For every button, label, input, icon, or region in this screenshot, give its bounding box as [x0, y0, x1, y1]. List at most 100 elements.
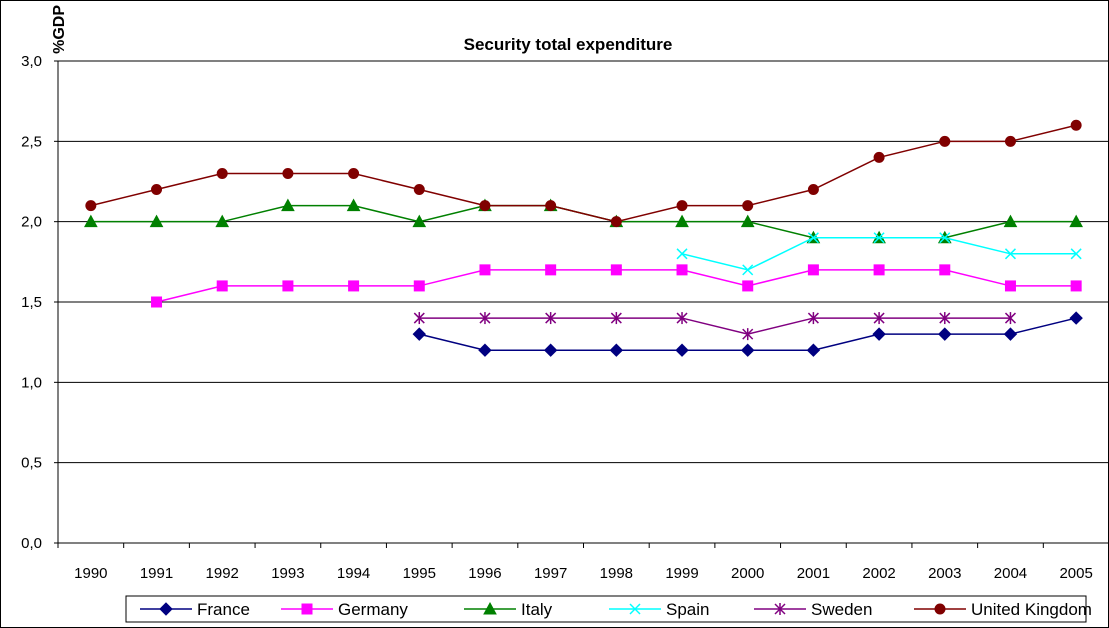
data-point-germany — [545, 264, 557, 276]
x-tick-label: 2000 — [731, 565, 764, 582]
x-tick-label: 2005 — [1059, 565, 1092, 582]
data-point-france — [412, 327, 426, 341]
axes — [54, 60, 1109, 548]
x-tick-label: 1992 — [206, 565, 239, 582]
data-point-united-kingdom — [151, 184, 163, 196]
data-point-united-kingdom — [939, 135, 951, 147]
data-point-germany — [1004, 280, 1016, 292]
data-point-italy — [740, 214, 755, 228]
data-point-united-kingdom — [85, 200, 97, 212]
data-point-france — [543, 343, 558, 357]
legend-item-germany: Germany — [281, 600, 408, 619]
legend-label: Sweden — [811, 600, 872, 619]
data-point-united-kingdom — [676, 200, 688, 212]
data-point-germany — [610, 264, 622, 276]
legend-item-spain: Spain — [609, 600, 709, 619]
legend-item-italy: Italy — [464, 600, 553, 619]
legend-item-sweden: Sweden — [754, 600, 872, 619]
data-point-italy — [1003, 214, 1018, 228]
gridlines — [58, 60, 1109, 464]
x-tick-label: 1996 — [468, 565, 501, 582]
legend-label: Italy — [521, 600, 553, 619]
data-point-sweden — [479, 312, 491, 325]
data-point-germany — [151, 296, 163, 308]
x-tick-label: 1999 — [665, 565, 698, 582]
data-point-germany — [873, 264, 885, 276]
data-point-sweden — [1004, 312, 1016, 325]
marker-stroke — [676, 248, 688, 260]
data-point-germany — [939, 264, 951, 276]
data-point-germany — [676, 264, 688, 276]
data-point-united-kingdom — [610, 216, 622, 228]
data-point-italy — [215, 214, 230, 228]
legend-marker — [159, 602, 173, 616]
series-sweden — [413, 312, 1016, 341]
y-tick-label: 2,5 — [21, 133, 42, 150]
x-tick-label: 1994 — [337, 565, 370, 582]
data-point-germany — [742, 280, 754, 292]
data-point-united-kingdom — [216, 167, 228, 179]
data-point-united-kingdom — [742, 200, 754, 212]
legend-marker — [483, 601, 497, 615]
y-tick-label: 2,0 — [21, 214, 42, 231]
series-line-united-kingdom — [90, 124, 1077, 223]
marker-stroke — [629, 603, 641, 615]
data-point-united-kingdom — [282, 167, 294, 179]
x-tick-label: 2003 — [928, 565, 961, 582]
x-tick-label: 1993 — [271, 565, 304, 582]
data-point-united-kingdom — [1070, 119, 1082, 131]
y-tick-label: 3,0 — [21, 53, 42, 70]
data-point-france — [806, 343, 821, 357]
data-point-sweden — [610, 312, 622, 325]
data-point-germany — [807, 264, 819, 276]
y-tick-label: 0,0 — [21, 535, 42, 552]
legend-item-united-kingdom: United Kingdom — [914, 600, 1092, 619]
data-point-france — [872, 327, 886, 341]
data-point-france — [478, 343, 492, 357]
data-point-sweden — [873, 312, 885, 325]
x-tick-label: 1995 — [403, 565, 436, 582]
legend-label: Germany — [338, 600, 408, 619]
data-point-sweden — [742, 328, 754, 341]
legend-label: United Kingdom — [971, 600, 1092, 619]
legend-marker — [934, 603, 946, 615]
x-tick-label: 1998 — [600, 565, 633, 582]
legend-label: France — [197, 600, 250, 619]
marker-stroke — [1004, 248, 1016, 260]
data-point-italy — [281, 198, 295, 212]
series-france — [412, 311, 1083, 357]
series-germany — [151, 264, 1082, 308]
x-tick-label: 2004 — [994, 565, 1027, 582]
data-point-spain — [1004, 248, 1016, 260]
data-point-united-kingdom — [479, 200, 491, 212]
data-point-france — [741, 343, 755, 357]
data-point-spain — [807, 232, 819, 244]
tick-labels: 0,0 0,5 1,0 1,5 2,0 2,5 3,0 1990 1991 1992 1993 199… — [21, 53, 1093, 582]
data-point-sweden — [939, 312, 951, 325]
x-tick-label: 2002 — [862, 565, 895, 582]
y-tick-label: 1,5 — [21, 294, 42, 311]
data-point-united-kingdom — [807, 184, 819, 196]
data-point-sweden — [807, 312, 819, 325]
data-point-italy — [84, 214, 98, 228]
data-point-spain — [939, 232, 951, 244]
data-point-germany — [216, 280, 228, 292]
legend-marker — [629, 603, 641, 615]
data-point-germany — [348, 280, 360, 292]
legend-marker — [301, 603, 313, 615]
data-point-italy — [412, 214, 427, 228]
data-point-spain — [676, 248, 688, 260]
legend-label: Spain — [666, 600, 709, 619]
series-spain — [676, 232, 1082, 276]
data-point-united-kingdom — [413, 184, 425, 196]
data-point-sweden — [413, 312, 425, 325]
data-point-united-kingdom — [1004, 135, 1016, 147]
data-point-italy — [346, 198, 361, 212]
data-point-germany — [1070, 280, 1082, 292]
y-tick-label: 1,0 — [21, 374, 42, 391]
x-tick-label: 1997 — [534, 565, 567, 582]
data-point-italy — [675, 214, 689, 228]
marker-stroke — [873, 232, 885, 244]
data-point-spain — [742, 264, 754, 276]
